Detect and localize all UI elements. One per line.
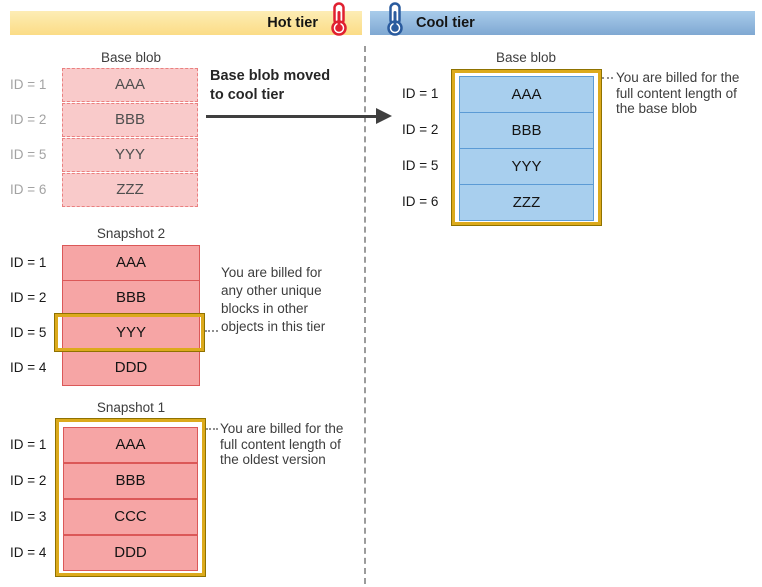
- row-id-label: ID = 5: [10, 147, 47, 162]
- note-line: You are billed for the: [616, 70, 740, 85]
- note-line: blocks in other: [221, 301, 309, 316]
- leader-dots: [205, 330, 218, 332]
- row-id-label: ID = 1: [402, 86, 439, 101]
- row-id-label: ID = 4: [10, 360, 47, 375]
- cool-thermometer-icon: [387, 2, 403, 36]
- block-cell: BBB: [63, 463, 198, 499]
- row-id-label: ID = 2: [10, 290, 47, 305]
- block-cell: AAA: [62, 245, 200, 281]
- note-line: full content length of: [616, 85, 737, 101]
- block-cell: BBB: [62, 280, 200, 316]
- row-id-label: ID = 4: [10, 545, 47, 560]
- base-blob-highlight-box: [451, 69, 602, 226]
- row-id-label: ID = 5: [402, 158, 439, 173]
- note-line: any other unique: [221, 283, 322, 298]
- block-cell: BBB: [459, 112, 594, 149]
- block-cell: ZZZ: [459, 184, 594, 221]
- note-line: objects in this tier: [221, 319, 326, 334]
- leader-dots: [206, 428, 218, 430]
- move-arrow-line: [206, 115, 378, 118]
- block-cell: AAA: [63, 427, 198, 463]
- snapshot1-note: You are billed for the full content leng…: [220, 421, 365, 468]
- move-label: Base blob moved to cool tier: [210, 67, 330, 104]
- row-id-label: ID = 1: [10, 437, 47, 452]
- cool-tier-label: Cool tier: [416, 15, 475, 31]
- block-cell: AAA: [459, 76, 594, 113]
- row-id-label: ID = 5: [10, 325, 47, 340]
- unique-block-highlight-box: [54, 313, 205, 352]
- note-line: the oldest version: [220, 452, 326, 467]
- snapshot2-title: Snapshot 2: [96, 226, 166, 241]
- row-id-label: ID = 2: [10, 473, 47, 488]
- row-id-label: ID = 3: [10, 509, 47, 524]
- note-line: the base blob: [616, 101, 698, 116]
- note-line: You are billed for the: [220, 421, 344, 436]
- oldest-version-highlight-box: [55, 418, 206, 577]
- row-id-label: ID = 1: [10, 255, 47, 270]
- cool-tier-bar: Cool tier: [370, 11, 755, 35]
- leader-dots: [602, 77, 613, 79]
- hot-thermometer-icon: [331, 2, 347, 36]
- tier-divider-dashed-line: [364, 46, 366, 584]
- block-cell: YYY: [62, 138, 198, 172]
- note-line: full content length of: [220, 436, 341, 452]
- note-line: You are billed for: [221, 265, 322, 280]
- hot-tier-bar: Hot tier: [10, 11, 362, 35]
- block-cell: ZZZ: [62, 173, 198, 207]
- cool-base-blob-note: You are billed for the full content leng…: [616, 70, 762, 117]
- cool-base-blob-title: Base blob: [495, 50, 557, 65]
- row-id-label: ID = 2: [402, 122, 439, 137]
- block-cell: DDD: [62, 350, 200, 386]
- move-label-line1: Base blob moved: [210, 68, 331, 84]
- hot-tier-label: Hot tier: [267, 15, 318, 31]
- move-arrow-head-icon: [376, 108, 392, 124]
- block-cell: CCC: [63, 499, 198, 535]
- hot-base-blob-title: Base blob: [100, 50, 162, 65]
- move-label-line2: to cool tier: [210, 86, 285, 103]
- block-cell: AAA: [62, 68, 198, 102]
- row-id-label: ID = 6: [10, 182, 47, 197]
- snapshot2-note: You are billed for any other unique bloc…: [221, 264, 356, 336]
- snapshot1-title: Snapshot 1: [96, 400, 166, 415]
- row-id-label: ID = 6: [402, 194, 439, 209]
- block-cell: DDD: [63, 535, 198, 571]
- block-cell: BBB: [62, 103, 198, 137]
- row-id-label: ID = 2: [10, 112, 47, 127]
- row-id-label: ID = 1: [10, 77, 47, 92]
